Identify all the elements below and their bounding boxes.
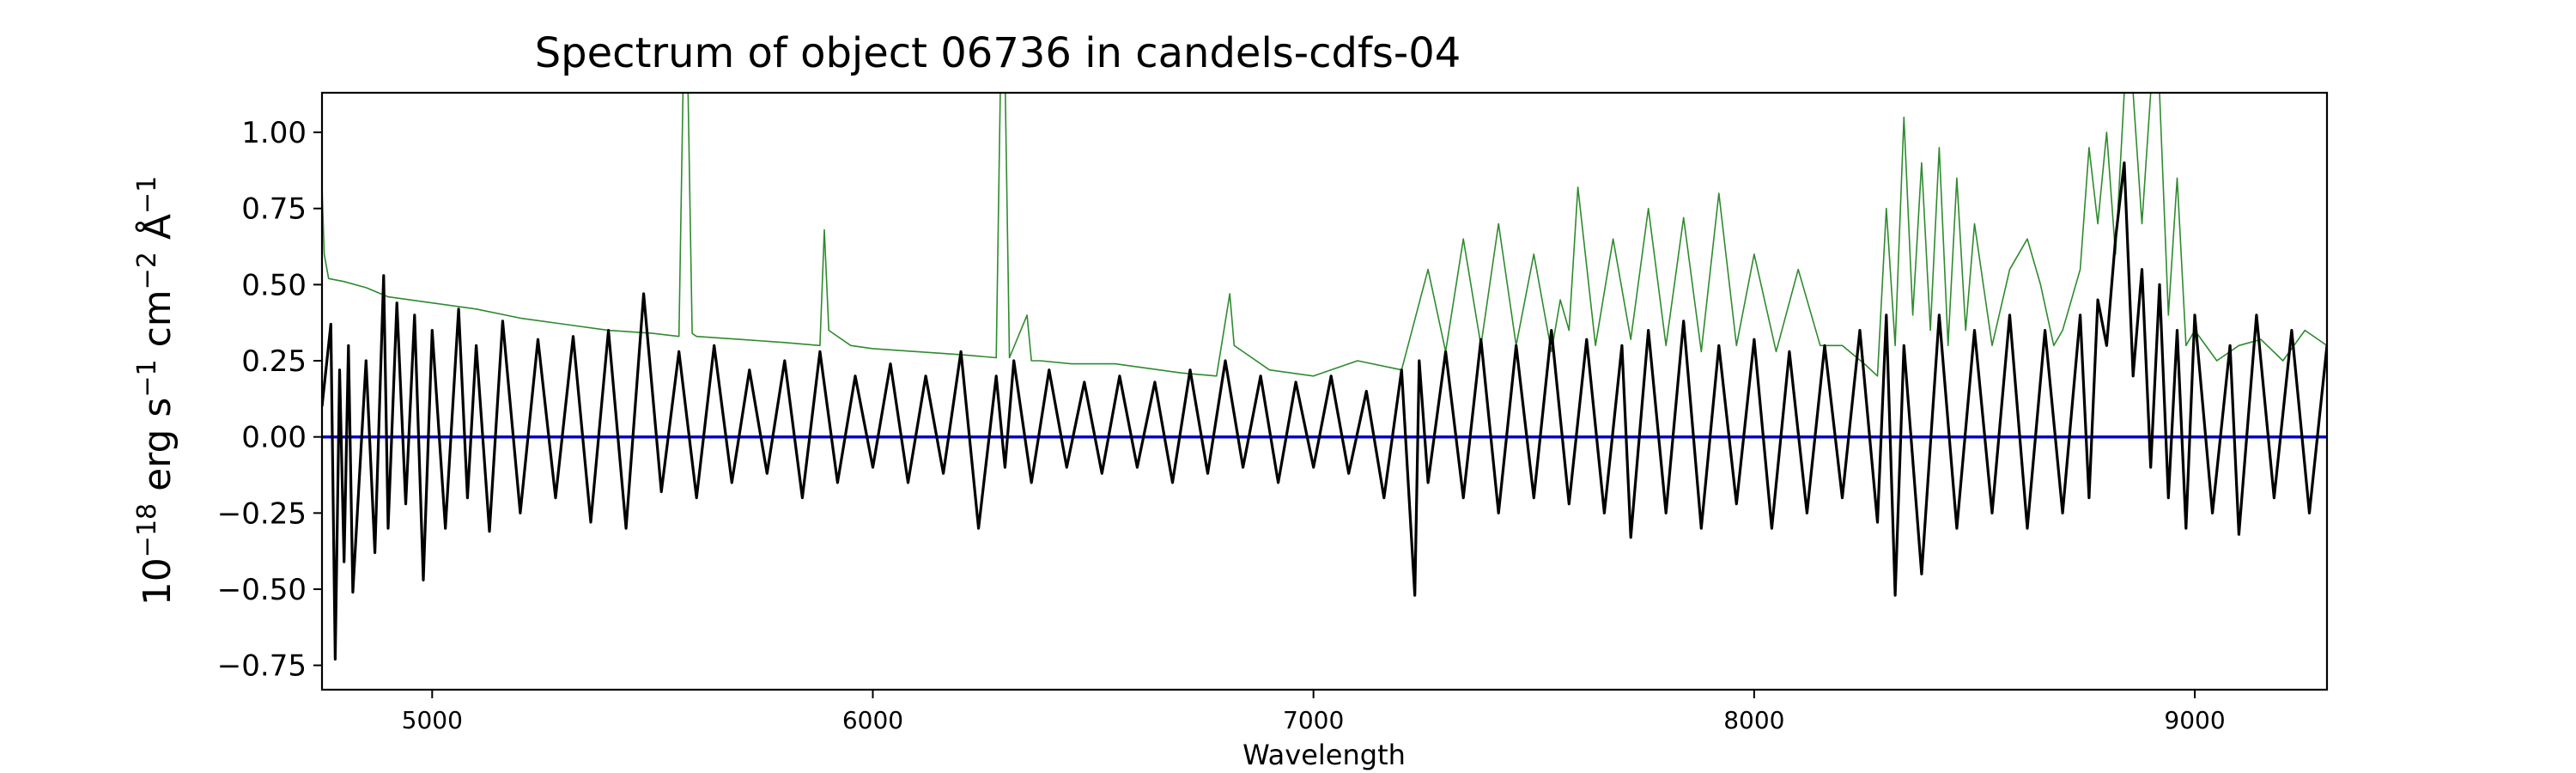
x-tick-label: 8000 [1723, 706, 1784, 734]
y-label-exp3: −2 [132, 252, 162, 289]
y-tick-label: 0.25 [241, 344, 307, 379]
x-tick-label: 6000 [842, 706, 903, 734]
x-axis-label: Wavelength [1242, 739, 1406, 771]
x-tick-label: 7000 [1283, 706, 1344, 734]
y-label-base: 10 [136, 557, 179, 606]
chart-title: Spectrum of object 06736 in candels-cdfs… [535, 29, 1461, 77]
y-tick-label: −0.75 [217, 649, 307, 684]
y-label-exp2: −1 [132, 359, 162, 397]
flux-series-line [322, 161, 2327, 661]
x-tick-label: 5000 [402, 706, 463, 734]
y-tick-label: 1.00 [241, 116, 307, 150]
y-tick-label: 0.00 [241, 421, 307, 455]
y-tick-label: −0.50 [217, 573, 307, 607]
y-tick-label: −0.25 [217, 496, 307, 531]
y-label-t2: erg s [136, 398, 179, 503]
y-label-exp4: −1 [132, 176, 162, 214]
error-series-line [322, 93, 2327, 377]
y-tick-label: 0.75 [241, 192, 307, 227]
y-label-t4: Å [134, 214, 179, 252]
x-tick-label: 9000 [2164, 706, 2225, 734]
x-axis: 5000 6000 7000 8000 9000 [402, 690, 2226, 734]
plot-frame [320, 91, 2329, 691]
y-axis: −0.75 −0.50 −0.25 0.00 0.25 0.50 0.75 1.00 [217, 116, 322, 684]
plot-area [320, 91, 2329, 691]
y-tick-label: 0.50 [241, 268, 307, 302]
series-layer [322, 93, 2327, 661]
y-label-t3: cm [136, 289, 179, 359]
y-axis-label: 10−18 erg s−1 cm−2 Å−1 [132, 176, 180, 606]
y-label-exp1: −18 [132, 503, 162, 557]
